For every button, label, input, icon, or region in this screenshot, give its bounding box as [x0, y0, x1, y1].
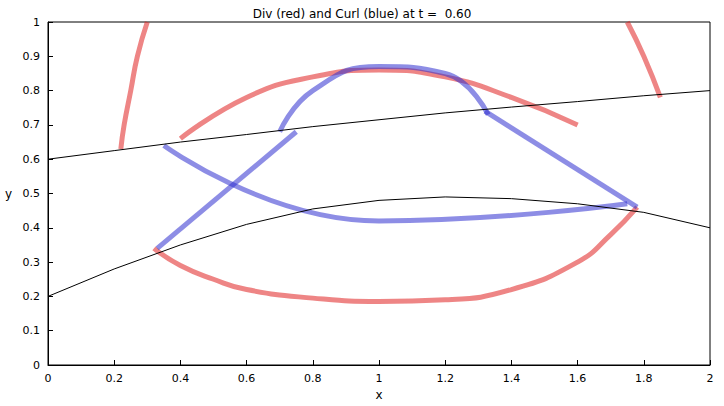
svg-text:Div (red) and Curl (blue) at t: Div (red) and Curl (blue) at t = 0.60 [253, 7, 472, 21]
svg-text:0: 0 [45, 372, 52, 385]
svg-text:1.8: 1.8 [635, 372, 653, 385]
svg-text:0.4: 0.4 [172, 372, 190, 385]
svg-text:0.2: 0.2 [105, 372, 123, 385]
svg-text:0: 0 [33, 359, 40, 372]
svg-text:1.4: 1.4 [503, 372, 521, 385]
svg-text:0.1: 0.1 [23, 324, 41, 337]
svg-text:0.5: 0.5 [23, 187, 41, 200]
svg-text:0.3: 0.3 [23, 256, 41, 269]
svg-text:0.8: 0.8 [304, 372, 322, 385]
svg-text:0.2: 0.2 [23, 290, 41, 303]
svg-text:y: y [5, 187, 12, 201]
svg-text:x: x [375, 388, 382, 402]
svg-text:1: 1 [33, 16, 40, 29]
svg-text:1: 1 [376, 372, 383, 385]
svg-text:1.6: 1.6 [569, 372, 587, 385]
svg-text:1.2: 1.2 [436, 372, 454, 385]
svg-text:0.6: 0.6 [238, 372, 256, 385]
svg-text:0.6: 0.6 [23, 153, 41, 166]
svg-text:0.9: 0.9 [23, 50, 41, 63]
svg-text:0.7: 0.7 [23, 118, 41, 131]
svg-text:0.8: 0.8 [23, 84, 41, 97]
svg-text:0.4: 0.4 [23, 221, 41, 234]
svg-text:2: 2 [707, 372, 714, 385]
